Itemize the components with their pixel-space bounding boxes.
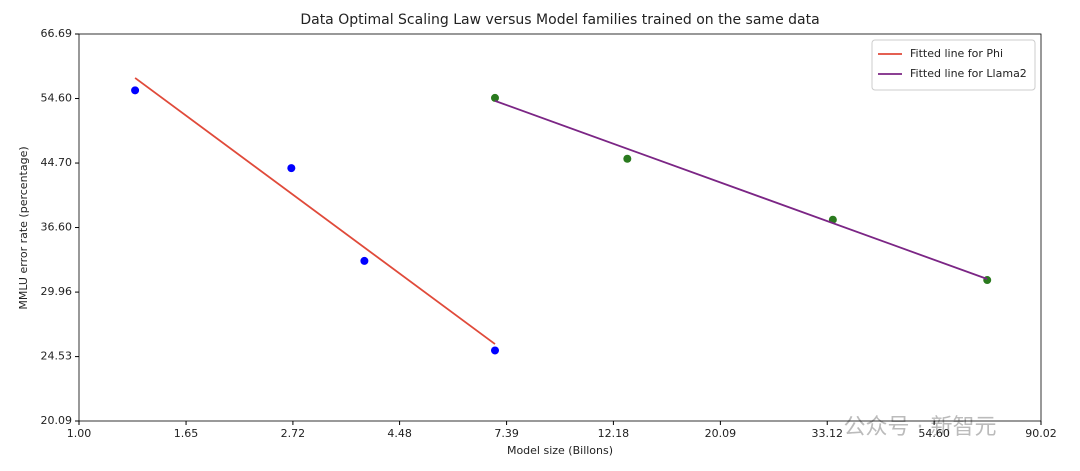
y-tick-label: 36.60 [41,221,73,234]
data-point [623,154,632,163]
x-tick-label: 7.39 [494,427,519,440]
fit-line [494,100,988,280]
plot-frame [78,33,1042,422]
x-axis-label: Model size (Billons) [507,444,613,457]
y-tick-label: 54.60 [41,92,73,105]
data-point [490,346,499,355]
data-point [287,164,296,173]
y-tick-label: 29.96 [41,285,73,298]
x-tick-label: 4.48 [387,427,412,440]
x-tick-label: 12.18 [598,427,630,440]
x-tick-label: 2.72 [281,427,306,440]
y-tick-label: 24.53 [41,350,73,363]
data-point [490,93,499,102]
fit-line [134,77,496,345]
y-axis-label: MMLU error rate (percentage) [17,146,30,309]
y-tick-label: 44.70 [41,156,73,169]
x-tick-label: 54.60 [918,427,950,440]
legend-label: Fitted line for Phi [910,47,1003,60]
x-tick-label: 90.02 [1025,427,1057,440]
legend-box [871,39,1036,91]
x-tick-label: 1.65 [174,427,199,440]
x-tick-label: 1.00 [67,427,92,440]
x-tick-label: 33.12 [811,427,843,440]
x-tick-label: 20.09 [705,427,737,440]
chart-title: Data Optimal Scaling Law versus Model fa… [300,12,819,28]
watermark: 公众号 · 新智元 [844,415,997,440]
data-point [131,86,140,95]
y-tick-label: 66.69 [41,27,73,40]
data-point [360,256,369,265]
legend-label: Fitted line for Llama2 [910,67,1027,80]
y-tick-label: 20.09 [41,414,73,427]
